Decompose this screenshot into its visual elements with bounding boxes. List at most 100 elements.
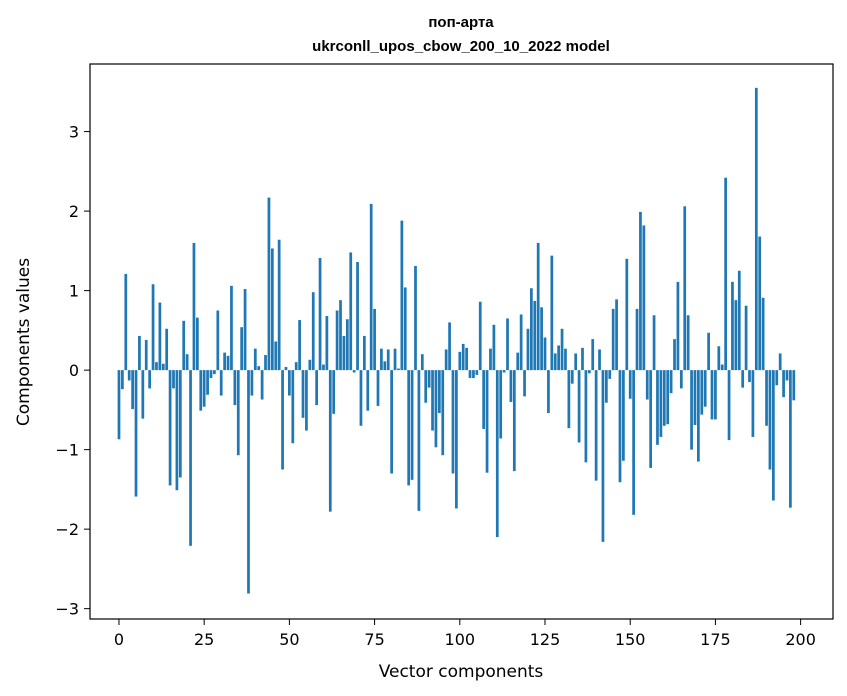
chart-subtitle: ukrconll_upos_cbow_200_10_2022 model <box>312 38 610 55</box>
bar-component-71 <box>359 370 363 426</box>
bar-component-185 <box>748 370 751 383</box>
bar-component-80 <box>390 370 393 474</box>
y-tick-label-0: 0 <box>69 361 79 380</box>
bar-component-129 <box>557 345 560 371</box>
bar-component-50 <box>288 370 291 396</box>
bar-component-69 <box>352 370 356 373</box>
bar-component-117 <box>516 352 520 371</box>
bar-component-27 <box>209 370 213 379</box>
bar-component-40 <box>253 348 257 371</box>
bar-component-15 <box>168 370 172 486</box>
x-tick-label-150: 150 <box>615 630 646 649</box>
bar-component-45 <box>270 248 274 371</box>
bar-component-1 <box>121 370 124 390</box>
bar-component-194 <box>778 353 782 371</box>
bar-component-146 <box>615 299 618 371</box>
bar-component-177 <box>720 364 724 371</box>
bar-component-115 <box>509 370 513 402</box>
y-tick-label--1: −1 <box>55 441 79 460</box>
bar-component-147 <box>618 370 622 483</box>
bar-component-140 <box>594 370 598 481</box>
bar-component-107 <box>482 370 486 429</box>
bar-component-23 <box>196 317 199 371</box>
bar-component-133 <box>570 370 574 384</box>
bar-component-148 <box>622 370 625 461</box>
bar-component-51 <box>291 370 295 444</box>
bar-component-197 <box>789 370 792 508</box>
bar-component-160 <box>662 370 666 426</box>
bar-component-163 <box>673 339 676 371</box>
bar-component-5 <box>134 370 138 497</box>
bar-component-123 <box>536 242 540 371</box>
bar-component-60 <box>322 364 325 371</box>
bar-component-110 <box>492 324 496 371</box>
bar-component-22 <box>192 242 196 371</box>
bar-component-93 <box>434 370 438 448</box>
bar-component-108 <box>485 370 489 473</box>
y-axis-label: Components values <box>14 258 34 426</box>
bar-component-134 <box>574 353 578 371</box>
bar-component-112 <box>499 370 503 439</box>
bar-component-99 <box>455 370 458 509</box>
plot-frame <box>89 63 834 620</box>
bar-component-88 <box>417 370 421 511</box>
bar-component-84 <box>403 287 407 371</box>
bar-component-184 <box>744 305 748 371</box>
bar-component-138 <box>587 370 591 374</box>
bar-component-33 <box>230 285 233 371</box>
bar-component-16 <box>172 370 175 389</box>
bar-component-68 <box>349 252 353 371</box>
bar-component-7 <box>141 370 145 419</box>
bar-component-132 <box>567 370 571 429</box>
bar-component-95 <box>441 370 445 456</box>
bar-component-113 <box>502 370 506 373</box>
bar-component-154 <box>642 225 646 371</box>
bar-component-192 <box>771 370 775 501</box>
bar-component-126 <box>547 370 550 414</box>
bar-component-92 <box>431 370 434 431</box>
bar-component-30 <box>219 370 223 396</box>
bar-component-29 <box>216 310 220 371</box>
bar-component-17 <box>175 370 179 491</box>
bar-component-70 <box>356 261 359 371</box>
bar-component-36 <box>240 327 244 371</box>
bar-component-101 <box>461 343 465 371</box>
bar-component-175 <box>714 370 717 420</box>
bar-component-86 <box>410 370 414 480</box>
bar-component-173 <box>707 332 710 371</box>
bar-component-63 <box>332 370 336 414</box>
bar-component-119 <box>523 370 526 397</box>
bar-component-169 <box>693 370 697 425</box>
bar-component-172 <box>703 370 707 407</box>
bar-component-79 <box>386 349 390 371</box>
bar-component-125 <box>543 337 547 371</box>
bar-component-174 <box>710 370 714 420</box>
bar-component-32 <box>226 355 230 371</box>
x-axis-ticks: 0 25 50 75 100 125 150 175 200 <box>114 619 816 649</box>
bar-component-2 <box>124 273 128 371</box>
bar-component-196 <box>785 370 789 381</box>
bar-component-34 <box>233 370 237 406</box>
bar-component-195 <box>782 370 785 398</box>
bar-component-198 <box>792 370 796 401</box>
bar-component-149 <box>625 258 629 371</box>
bar-component-193 <box>775 370 779 386</box>
bar-component-136 <box>581 347 584 371</box>
bar-component-143 <box>604 370 608 403</box>
bar-component-44 <box>267 197 271 371</box>
bar-component-162 <box>669 370 673 394</box>
bar-component-158 <box>656 370 659 445</box>
y-axis-ticks: −3 −2 −1 0 1 2 3 <box>55 123 90 619</box>
bar-component-58 <box>315 370 319 406</box>
bar-component-31 <box>223 352 226 371</box>
bar-component-98 <box>451 370 455 474</box>
bar-component-145 <box>611 308 615 371</box>
bar-component-25 <box>202 370 206 407</box>
bar-component-55 <box>305 370 308 431</box>
bar-component-24 <box>199 370 203 411</box>
y-tick-label-3: 3 <box>69 123 79 142</box>
bar-component-59 <box>318 258 322 371</box>
bar-component-103 <box>468 370 472 379</box>
bar-component-153 <box>639 211 642 371</box>
bar-component-18 <box>178 370 182 478</box>
